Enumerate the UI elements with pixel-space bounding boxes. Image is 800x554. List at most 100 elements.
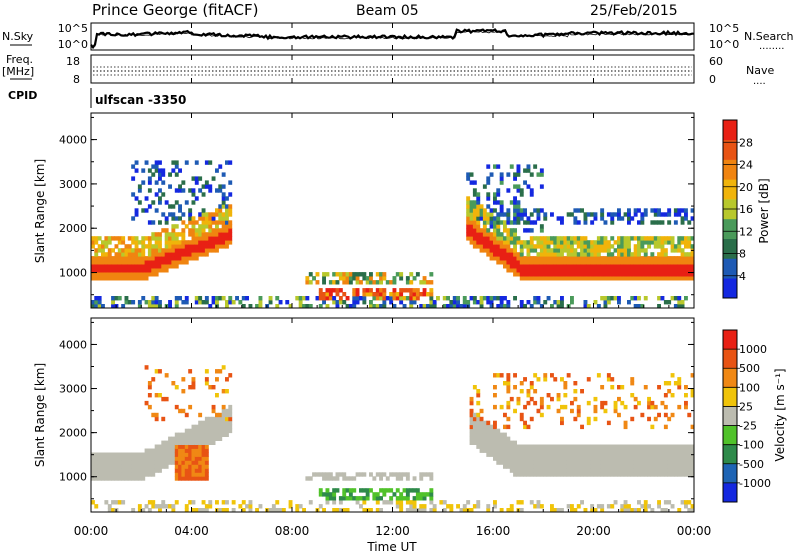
power-cell: [533, 268, 538, 273]
velocity-cell: [590, 444, 595, 449]
power-cell: [643, 208, 648, 213]
velocity-cell: [637, 464, 641, 469]
power-cell: [526, 244, 531, 249]
power-cell: [466, 232, 471, 237]
power-cell: [673, 212, 678, 217]
velocity-cell: [208, 436, 213, 441]
velocity-cell: [539, 396, 544, 402]
velocity-cell: [379, 496, 383, 501]
power-cell: [101, 304, 105, 308]
power-cell: [600, 260, 605, 265]
velocity-cell: [630, 377, 635, 382]
power-cell: [147, 204, 152, 209]
power-cell: [469, 172, 474, 177]
power-cell: [131, 268, 136, 273]
velocity-cell: [486, 428, 491, 434]
power-cell: [513, 264, 517, 269]
power-cell: [161, 172, 166, 177]
velocity-cell: [395, 500, 400, 505]
power-cell: [134, 264, 139, 269]
power-cell: [489, 224, 494, 229]
power-cell: [305, 280, 310, 285]
power-cell: [174, 172, 179, 177]
power-cell: [633, 264, 638, 269]
power-cell: [211, 228, 216, 233]
power-cell: [204, 184, 209, 189]
velocity-cell: [121, 464, 126, 469]
power-cell: [586, 212, 591, 217]
velocity-cell: [476, 436, 481, 441]
power-cell: [94, 268, 99, 273]
velocity-cell: [536, 444, 541, 449]
power-cell: [117, 268, 122, 273]
power-cell: [221, 204, 226, 209]
velocity-cell: [476, 420, 481, 426]
power-cell: [208, 220, 213, 225]
power-cell: [573, 208, 578, 213]
power-cell: [181, 248, 186, 253]
power-cell: [342, 280, 347, 285]
power-cell: [610, 236, 615, 241]
power-cell: [198, 188, 203, 193]
power-cell: [94, 276, 99, 281]
power-cell: [506, 244, 511, 249]
power-cell: [328, 288, 333, 293]
power-cell: [111, 256, 115, 261]
power-cell: [623, 240, 628, 245]
velocity-cell: [104, 476, 109, 481]
velocity-cell: [677, 508, 682, 512]
power-cell: [566, 244, 571, 249]
power-cell: [124, 244, 129, 249]
velocity-cell: [640, 468, 645, 473]
velocity-cell: [523, 424, 527, 430]
power-cell: [362, 292, 367, 297]
power-cell: [101, 244, 105, 249]
velocity-cell: [523, 452, 527, 457]
power-cell: [198, 228, 203, 233]
velocity-cell: [536, 472, 541, 477]
velocity-cell: [677, 404, 682, 410]
power-cell: [650, 220, 655, 225]
power-cell: [523, 240, 527, 245]
velocity-cell: [198, 444, 203, 449]
power-cell: [137, 272, 142, 277]
velocity-cell: [513, 468, 517, 473]
velocity-cell: [137, 504, 142, 509]
power-cell: [593, 244, 598, 249]
power-cell: [228, 204, 233, 209]
velocity-cell: [97, 468, 102, 473]
velocity-cell: [529, 464, 534, 469]
power-cell: [516, 188, 521, 193]
power-cell: [499, 244, 504, 249]
power-cell: [181, 220, 186, 225]
power-cell: [168, 236, 172, 241]
velocity-cell: [489, 436, 494, 441]
power-cell: [369, 272, 373, 277]
velocity-cell: [426, 492, 430, 497]
power-cell: [603, 256, 608, 261]
power-cell: [499, 204, 504, 209]
velocity-cell: [519, 508, 524, 512]
power-cell: [111, 296, 115, 301]
power-cell: [670, 276, 675, 281]
velocity-cell: [429, 496, 434, 501]
power-cell: [529, 212, 534, 217]
velocity-cell: [405, 472, 410, 477]
colorbar-tick-label: -25: [739, 420, 757, 433]
velocity-cell: [147, 381, 152, 386]
velocity-cell: [503, 381, 507, 386]
power-cell: [409, 292, 414, 297]
power-cell: [134, 244, 139, 249]
power-cell: [147, 300, 152, 305]
velocity-cell: [570, 504, 574, 509]
velocity-cell: [221, 500, 226, 505]
velocity-cell: [442, 508, 447, 512]
velocity-cell: [690, 468, 694, 473]
power-cell: [218, 188, 223, 193]
velocity-cell: [546, 472, 551, 477]
power-cell: [630, 276, 635, 281]
power-cell: [91, 260, 95, 265]
velocity-cell: [459, 508, 464, 512]
power-cell: [201, 184, 206, 189]
velocity-cell: [543, 460, 548, 465]
